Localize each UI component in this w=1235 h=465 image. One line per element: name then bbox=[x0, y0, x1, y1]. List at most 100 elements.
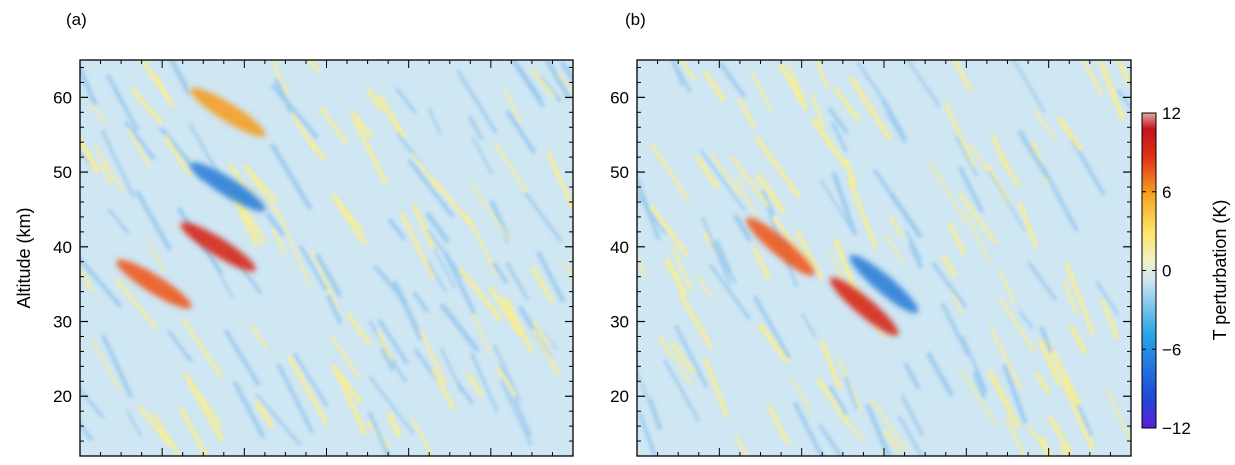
cold-streak bbox=[961, 335, 988, 392]
cold-streak bbox=[135, 190, 172, 251]
warm-streak bbox=[349, 109, 374, 139]
warm-streak bbox=[951, 60, 973, 92]
warm-streak bbox=[99, 162, 113, 185]
warm-streak bbox=[1069, 325, 1088, 355]
cold-streak bbox=[733, 214, 752, 242]
cold-streak bbox=[903, 362, 921, 390]
cold-streak bbox=[440, 303, 480, 352]
y-tick-label: 60 bbox=[610, 88, 629, 107]
ticks-a: 60 50 40 30 20 bbox=[53, 60, 574, 457]
colorbar-tick-label: 12 bbox=[1162, 104, 1181, 123]
warm-streak bbox=[419, 329, 447, 385]
cold-streak bbox=[509, 60, 545, 108]
cold-streak bbox=[505, 110, 536, 154]
warm-streak bbox=[1116, 60, 1131, 84]
warm-streak bbox=[670, 245, 693, 292]
warm-streak bbox=[330, 335, 361, 379]
warm-streak bbox=[470, 183, 513, 243]
cold-streak bbox=[700, 149, 746, 211]
cold-streak bbox=[265, 212, 286, 237]
warm-streak bbox=[779, 64, 805, 101]
cold-streak bbox=[898, 415, 924, 456]
cold-streak bbox=[188, 123, 219, 174]
cold-streak bbox=[80, 387, 105, 419]
heatmap-features-a bbox=[116, 87, 266, 309]
warm-streak bbox=[493, 141, 528, 193]
warm-streak bbox=[562, 261, 573, 280]
cold-streak bbox=[1019, 310, 1034, 330]
warm-streak bbox=[703, 357, 729, 418]
heatmap-features-b bbox=[746, 217, 919, 336]
warm-streak bbox=[1057, 116, 1083, 152]
cold-streak bbox=[1116, 89, 1131, 111]
warm-streak bbox=[847, 178, 878, 249]
warm-streak bbox=[531, 266, 555, 304]
warm-streak bbox=[958, 192, 997, 245]
warm-streak bbox=[869, 398, 909, 452]
warm-streak bbox=[730, 155, 770, 207]
cold-streak bbox=[881, 98, 907, 141]
warm-streak bbox=[755, 173, 786, 214]
colorbar: 12 6 0 −6 −12 T perturbation (K) bbox=[1141, 104, 1230, 438]
warm-anomaly bbox=[830, 277, 899, 336]
cold-streak bbox=[1069, 138, 1106, 196]
warm-streak bbox=[236, 198, 267, 244]
cold-streak bbox=[107, 208, 129, 234]
warm-streak bbox=[1038, 338, 1062, 386]
plot-area-a bbox=[80, 60, 573, 456]
warm-streak bbox=[814, 60, 830, 90]
warm-streak bbox=[130, 88, 163, 125]
y-tick-label: 30 bbox=[53, 313, 72, 332]
warm-streak bbox=[702, 70, 726, 102]
panel-label-b: (b) bbox=[625, 10, 646, 29]
warm-streak bbox=[227, 162, 246, 187]
heatmap-panel-b: 60 50 40 30 20 bbox=[610, 59, 1132, 457]
cold-streak bbox=[493, 344, 521, 402]
colorbar-tick-label: 0 bbox=[1162, 262, 1171, 281]
warm-streak bbox=[332, 195, 367, 245]
warm-streak bbox=[399, 211, 435, 279]
cold-streak bbox=[955, 135, 978, 177]
warm-streak bbox=[488, 285, 523, 338]
cold-streak bbox=[468, 115, 484, 140]
warm-streak bbox=[90, 337, 121, 392]
cold-streak bbox=[492, 262, 509, 284]
cold-streak bbox=[413, 292, 430, 313]
warm-streak bbox=[816, 378, 850, 424]
cold-streak bbox=[536, 251, 566, 303]
y-tick-label: 30 bbox=[610, 313, 629, 332]
cold-streak bbox=[1002, 364, 1028, 424]
heatmap-texture-b bbox=[637, 60, 1131, 456]
cold-streak bbox=[831, 121, 848, 153]
warm-streak bbox=[287, 355, 329, 424]
cold-streak bbox=[926, 351, 954, 397]
warm-streak bbox=[141, 60, 172, 103]
warm-streak bbox=[94, 145, 124, 192]
cold-streak bbox=[908, 242, 923, 269]
warm-streak bbox=[833, 86, 861, 122]
warm-streak bbox=[466, 373, 484, 397]
warm-streak bbox=[307, 138, 327, 161]
warm-streak bbox=[1005, 416, 1026, 456]
cold-streak bbox=[906, 60, 940, 108]
cold-streak bbox=[793, 401, 825, 456]
warm-streak bbox=[843, 159, 857, 186]
cold-streak bbox=[271, 84, 319, 139]
warm-streak bbox=[410, 417, 434, 456]
cold-streak bbox=[367, 411, 391, 456]
warm-streak bbox=[1017, 201, 1039, 248]
warm-streak bbox=[431, 368, 455, 410]
cold-streak bbox=[101, 129, 135, 198]
warm-streak bbox=[843, 415, 864, 442]
cold-streak bbox=[326, 294, 343, 324]
warm-streak bbox=[695, 155, 720, 189]
warm-anomaly bbox=[116, 259, 192, 309]
cold-streak bbox=[167, 330, 193, 363]
cold-streak bbox=[931, 262, 967, 308]
cold-streak bbox=[224, 329, 261, 387]
warm-streak bbox=[664, 258, 687, 297]
cold-streak bbox=[671, 60, 684, 86]
cold-streak bbox=[256, 394, 301, 446]
cold-streak bbox=[988, 170, 1026, 231]
